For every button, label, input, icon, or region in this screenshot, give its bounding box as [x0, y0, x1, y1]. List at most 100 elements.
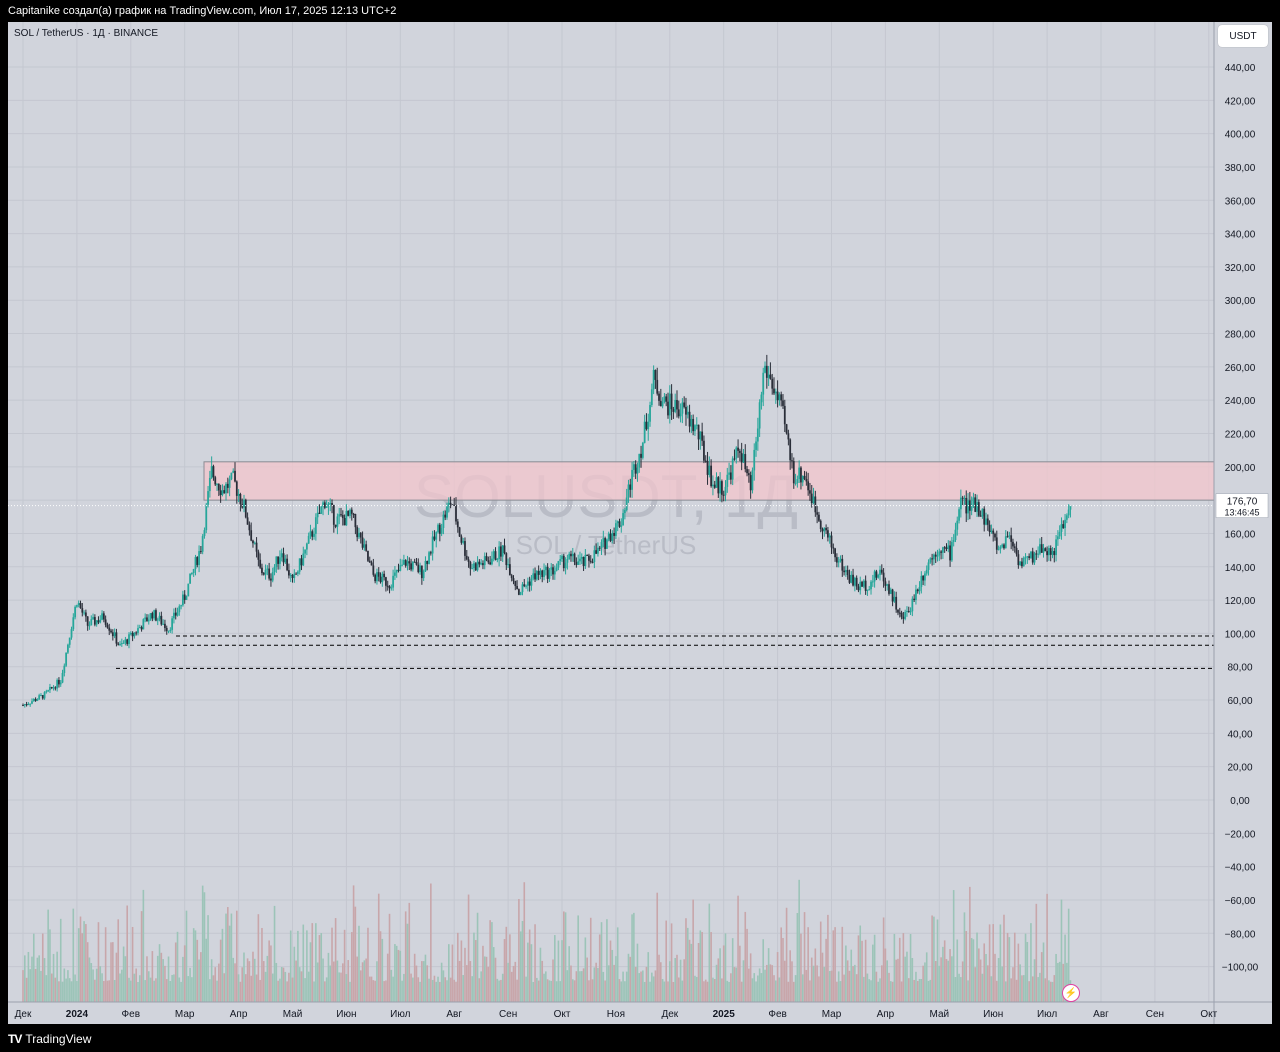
y-tick-label: 400,00	[1225, 130, 1256, 141]
y-tick-label: 220,00	[1225, 430, 1256, 441]
volume-bar	[940, 957, 942, 1002]
candle-body	[785, 424, 788, 434]
volume-bar	[458, 960, 461, 1002]
lightning-icon[interactable]: ⚡	[1062, 984, 1080, 1002]
volume-bar	[128, 977, 130, 1002]
volume-bar	[329, 965, 332, 1002]
candle-body	[313, 533, 315, 537]
footer-bar: TV TradingView	[0, 1024, 1280, 1052]
chart-area[interactable]: SOLUSDT, 1ДSOL / TetherUS98,4892,8879,00…	[8, 22, 1272, 1024]
candle-body	[304, 549, 306, 554]
volume-bar	[652, 976, 655, 1002]
candle-body	[111, 632, 114, 637]
candle-body	[277, 556, 280, 564]
volume-bar	[509, 934, 511, 1002]
volume-bar	[518, 898, 520, 1002]
candle-body	[171, 618, 174, 630]
volume-bar	[286, 981, 288, 1002]
candle-body	[670, 393, 673, 410]
volume-bar	[805, 969, 808, 1002]
candle-body	[981, 508, 984, 517]
volume-bar	[699, 930, 702, 1002]
candle-body	[940, 551, 942, 553]
candle-body	[494, 551, 497, 560]
candle-body	[128, 634, 130, 645]
volume-bar	[712, 977, 714, 1002]
candle-body	[710, 465, 713, 487]
candle-body	[323, 502, 326, 508]
candle-body	[604, 538, 607, 549]
volume-bar	[575, 971, 578, 1002]
candle-body	[1039, 544, 1041, 554]
volume-bar	[846, 960, 849, 1002]
x-tick-label: Дек	[661, 1009, 678, 1020]
volume-bar	[692, 899, 694, 1002]
volume-bar	[306, 930, 308, 1002]
volume-bar	[295, 960, 297, 1002]
volume-bar	[979, 959, 982, 1002]
volume-bar	[431, 979, 434, 1002]
candle-body	[862, 580, 865, 587]
chart-caption: Capitanike создал(а) график на TradingVi…	[8, 5, 397, 17]
candle-body	[791, 460, 793, 462]
candlestick-chart[interactable]: SOLUSDT, 1ДSOL / TetherUS98,4892,8879,00…	[8, 22, 1272, 1024]
candle-body	[694, 425, 696, 432]
volume-bar	[780, 927, 782, 1002]
volume-bar	[951, 956, 953, 1002]
volume-bar	[830, 970, 833, 1002]
candle-body	[388, 586, 391, 589]
candle-body	[589, 560, 592, 562]
volume-bar	[108, 980, 111, 1002]
candle-body	[307, 535, 310, 544]
volume-bar	[223, 973, 226, 1002]
candle-body	[1062, 524, 1065, 529]
candle-body	[712, 484, 714, 487]
candle-body	[255, 542, 258, 552]
volume-bar	[297, 930, 299, 1002]
volume-bar	[500, 979, 502, 1002]
candle-body	[607, 533, 610, 540]
volume-bar	[679, 959, 682, 1002]
volume-bar	[214, 967, 217, 1002]
candle-body	[692, 418, 695, 432]
candle-body	[631, 469, 633, 490]
candle-body	[886, 584, 889, 586]
candle-body	[165, 627, 168, 631]
volume-bar	[884, 948, 887, 1002]
candle-body	[411, 561, 414, 570]
candle-body	[546, 566, 549, 579]
candle-body	[636, 467, 639, 474]
volume-bar	[156, 955, 159, 1002]
candle-body	[173, 612, 175, 619]
y-tick-label: 440,00	[1225, 63, 1256, 74]
candle-body	[95, 620, 98, 625]
volume-bar	[604, 980, 606, 1002]
candle-body	[264, 569, 267, 575]
time-axis[interactable]: Дек 2024 Фев Мар Апр Май Июн Июл Авг Сен Окт Ноя Дек…	[8, 22, 1272, 1024]
currency-button[interactable]: USDT	[1218, 25, 1268, 47]
candle-body	[311, 531, 314, 537]
volume-bar	[573, 980, 576, 1002]
volume-bar	[800, 933, 802, 1002]
candle-body	[117, 643, 120, 645]
volume-bar	[56, 951, 58, 1002]
volume-bar	[588, 980, 590, 1002]
candle-body	[108, 627, 111, 631]
candle-body	[1064, 519, 1066, 529]
volume-bar	[717, 958, 720, 1002]
candle-body	[327, 503, 330, 507]
candle-body	[1024, 557, 1027, 559]
volume-bar	[647, 952, 650, 1002]
candle-body	[864, 580, 867, 591]
volume-bar	[631, 914, 633, 1002]
candle-body	[526, 581, 529, 586]
candle-body	[379, 576, 382, 583]
volume-bar	[428, 978, 430, 1002]
volume-bar	[505, 926, 508, 1002]
volume-bar	[771, 965, 774, 1002]
brand[interactable]: TV TradingView	[8, 1032, 91, 1046]
candle-body	[359, 532, 362, 538]
volume-bar	[704, 979, 707, 1002]
candle-body	[830, 535, 833, 548]
volume-bar	[936, 919, 939, 1002]
